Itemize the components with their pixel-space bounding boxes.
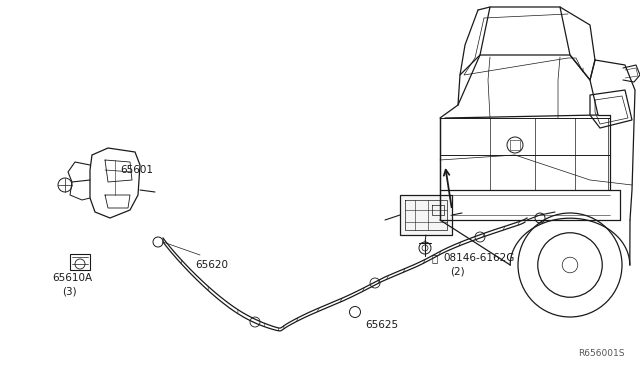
Circle shape (250, 317, 260, 327)
Text: (2): (2) (450, 267, 465, 277)
Circle shape (370, 278, 380, 288)
Text: 08146-6162G: 08146-6162G (443, 253, 515, 263)
Text: 65625: 65625 (365, 320, 398, 330)
Text: Ⓢ: Ⓢ (432, 253, 438, 263)
Polygon shape (400, 195, 452, 235)
Circle shape (349, 307, 360, 317)
Text: 65601: 65601 (120, 165, 153, 175)
Text: 65610A: 65610A (52, 273, 92, 283)
Circle shape (475, 232, 485, 242)
Text: (3): (3) (62, 287, 77, 297)
Text: 65620: 65620 (195, 260, 228, 270)
Text: R656001S: R656001S (579, 349, 625, 358)
